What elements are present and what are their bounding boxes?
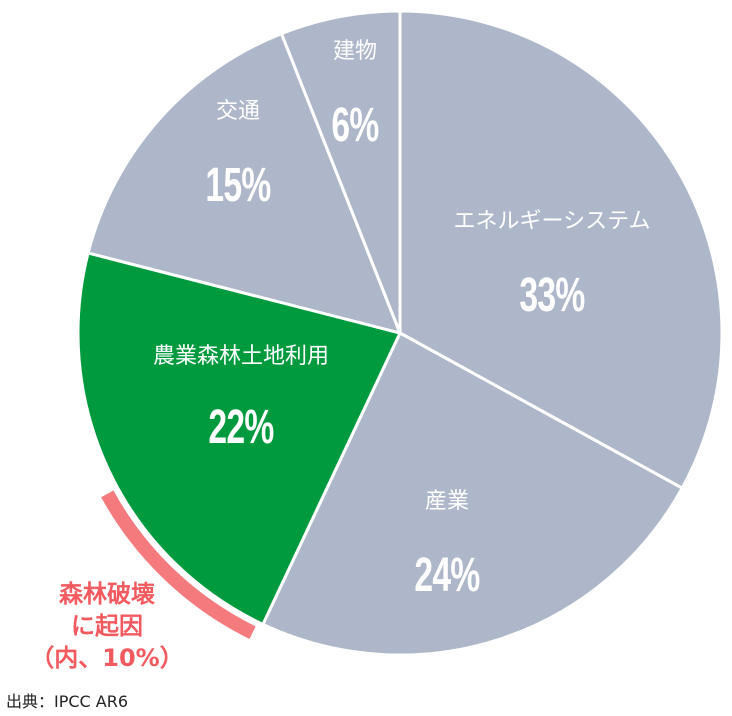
label-agri-name: 農業森林土地利用: [152, 344, 330, 369]
label-buildings-name: 建物: [332, 39, 378, 64]
note-line1: 森林破壊: [59, 580, 155, 608]
pie-slice: [398, 9, 724, 491]
pie-slice: [279, 9, 402, 334]
label-energy-pct: 33%: [519, 269, 585, 322]
label-transport-pct: 15%: [205, 159, 271, 212]
deforestation-note: 森林破壊 に起因 （内、10%）: [22, 578, 192, 674]
label-industry-pct: 24%: [414, 549, 480, 602]
label-buildings-pct: 6%: [331, 99, 379, 152]
label-transport-name: 交通: [215, 99, 261, 124]
pie-slice: [86, 31, 403, 336]
label-energy-name: エネルギーシステム: [453, 209, 651, 234]
deforestation-arc: [101, 490, 256, 639]
label-agri-pct: 22%: [208, 401, 274, 454]
pie-slice: [76, 251, 403, 627]
note-line2: に起因: [71, 612, 143, 640]
source-caption: 出典：IPCC AR6: [6, 692, 129, 711]
pie-slice: [260, 330, 685, 657]
note-line3: （内、10%）: [30, 644, 184, 672]
label-industry-name: 産業: [424, 489, 470, 514]
